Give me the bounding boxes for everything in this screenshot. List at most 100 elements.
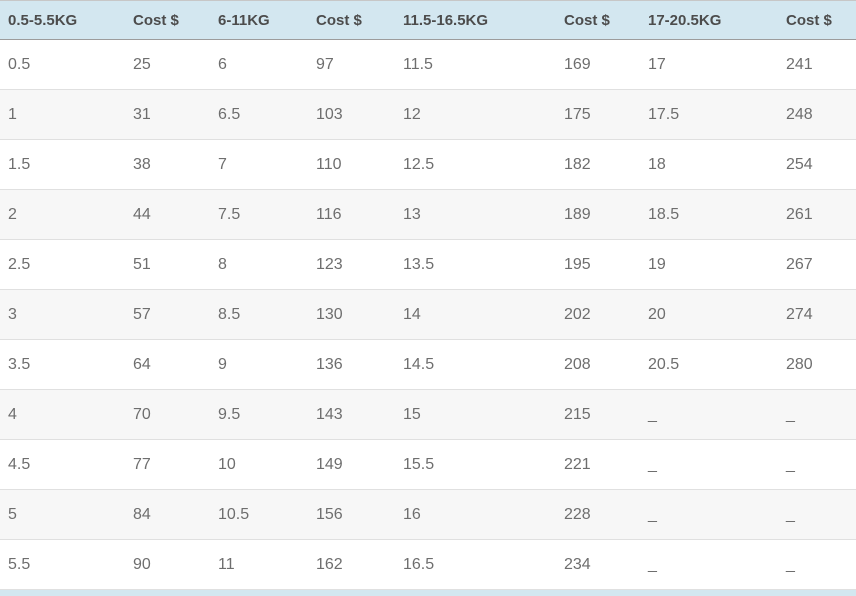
table-cell: 4 [0, 389, 125, 440]
table-row: 3.5 64 9 136 14.5 208 20.5 280 [0, 339, 856, 390]
table-cell: 3.5 [0, 339, 125, 390]
table-cell: 5.5 [0, 539, 125, 590]
table-cell: 6 [210, 39, 308, 90]
table-cell: 15.5 [395, 439, 556, 490]
column-header: Cost $ [308, 0, 395, 40]
table-cell: 10.5 [210, 489, 308, 540]
table-cell: 10 [210, 439, 308, 490]
table-cell: 31 [125, 89, 210, 140]
table-cell: 202 [556, 289, 640, 340]
table-cell: 44 [125, 189, 210, 240]
table-cell: 57 [125, 289, 210, 340]
table-cell: 149 [308, 439, 395, 490]
table-cell: _ [640, 539, 778, 590]
table-cell: 123 [308, 239, 395, 290]
table-cell: 25 [125, 39, 210, 90]
header-row: 0.5-5.5KG Cost $6-11KG Cost $11.5-16.5KG Co… [0, 0, 856, 40]
table-body: 0.5 25 6 97 11.5 169 17 241 1 31 6.5 103 12 175 17.5 24… [0, 39, 856, 590]
table-cell: 18.5 [640, 189, 778, 240]
table-cell: 162 [308, 539, 395, 590]
column-header: 6-11KG [210, 0, 308, 40]
table-row: 4 70 9.5 143 15 215 _ _ [0, 389, 856, 440]
table-cell: 15 [395, 389, 556, 440]
table-cell: 241 [778, 39, 856, 90]
table-row: 2.5 51 8 123 13.5 195 19 267 [0, 239, 856, 290]
table-cell: 38 [125, 139, 210, 190]
table-cell: 1.5 [0, 139, 125, 190]
table-cell: 261 [778, 189, 856, 240]
table-cell: 5 [0, 489, 125, 540]
table-cell: _ [778, 389, 856, 440]
table-cell: 267 [778, 239, 856, 290]
table-cell: 248 [778, 89, 856, 140]
table-cell: 20.5 [640, 339, 778, 390]
table-cell: 90 [125, 539, 210, 590]
table-cell: 175 [556, 89, 640, 140]
table-cell: 14.5 [395, 339, 556, 390]
table-cell: 84 [125, 489, 210, 540]
table-cell: 19 [640, 239, 778, 290]
column-header: 11.5-16.5KG [395, 0, 556, 40]
column-header: Cost $ [125, 0, 210, 40]
table-cell: 11.5 [395, 39, 556, 90]
table-row: 1.5 38 7 110 12.5 182 18 254 [0, 139, 856, 190]
table-cell: 8.5 [210, 289, 308, 340]
table-cell: 221 [556, 439, 640, 490]
table-cell: 228 [556, 489, 640, 540]
table-cell: 254 [778, 139, 856, 190]
table-row: 5.5 90 11 162 16.5 234 _ _ [0, 539, 856, 590]
column-header: Cost $ [556, 0, 640, 40]
table-cell: 103 [308, 89, 395, 140]
table-cell: 17.5 [640, 89, 778, 140]
table-cell: 13 [395, 189, 556, 240]
table-cell: 4.5 [0, 439, 125, 490]
table-cell: 11 [210, 539, 308, 590]
table-cell: 3 [0, 289, 125, 340]
table-cell: 13.5 [395, 239, 556, 290]
table-cell: 9.5 [210, 389, 308, 440]
table-row: 1 31 6.5 103 12 175 17.5 248 [0, 89, 856, 140]
table-cell: 1 [0, 89, 125, 140]
table-cell: _ [778, 489, 856, 540]
table-header: 0.5-5.5KG Cost $6-11KG Cost $11.5-16.5KG Co… [0, 0, 856, 40]
table-cell: 116 [308, 189, 395, 240]
next-section-header-strip [0, 590, 856, 596]
table-cell: 97 [308, 39, 395, 90]
table-row: 2 44 7.5 116 13 189 18.5 261 [0, 189, 856, 240]
table-cell: 136 [308, 339, 395, 390]
column-header: 17-20.5KG [640, 0, 778, 40]
table-cell: 17 [640, 39, 778, 90]
table-cell: 7.5 [210, 189, 308, 240]
table-cell: 12.5 [395, 139, 556, 190]
table-cell: 169 [556, 39, 640, 90]
table-cell: 14 [395, 289, 556, 340]
table-cell: 16 [395, 489, 556, 540]
table-cell: 2.5 [0, 239, 125, 290]
table-row: 3 57 8.5 130 14 202 20 274 [0, 289, 856, 340]
table-cell: 110 [308, 139, 395, 190]
table-cell: 215 [556, 389, 640, 440]
table-cell: 280 [778, 339, 856, 390]
table-cell: 195 [556, 239, 640, 290]
table-cell: 130 [308, 289, 395, 340]
table-cell: 274 [778, 289, 856, 340]
column-header: Cost $ [778, 0, 856, 40]
table-cell: 70 [125, 389, 210, 440]
table-cell: 51 [125, 239, 210, 290]
table-cell: 0.5 [0, 39, 125, 90]
table-cell: 20 [640, 289, 778, 340]
table-cell: 234 [556, 539, 640, 590]
table-cell: 7 [210, 139, 308, 190]
table-cell: 189 [556, 189, 640, 240]
table-cell: 16.5 [395, 539, 556, 590]
table-cell: _ [640, 489, 778, 540]
table-cell: 18 [640, 139, 778, 190]
table-cell: _ [640, 389, 778, 440]
table-row: 5 84 10.5 156 16 228 _ _ [0, 489, 856, 540]
table-cell: 143 [308, 389, 395, 440]
table-cell: 2 [0, 189, 125, 240]
table-cell: 182 [556, 139, 640, 190]
table-cell: 156 [308, 489, 395, 540]
